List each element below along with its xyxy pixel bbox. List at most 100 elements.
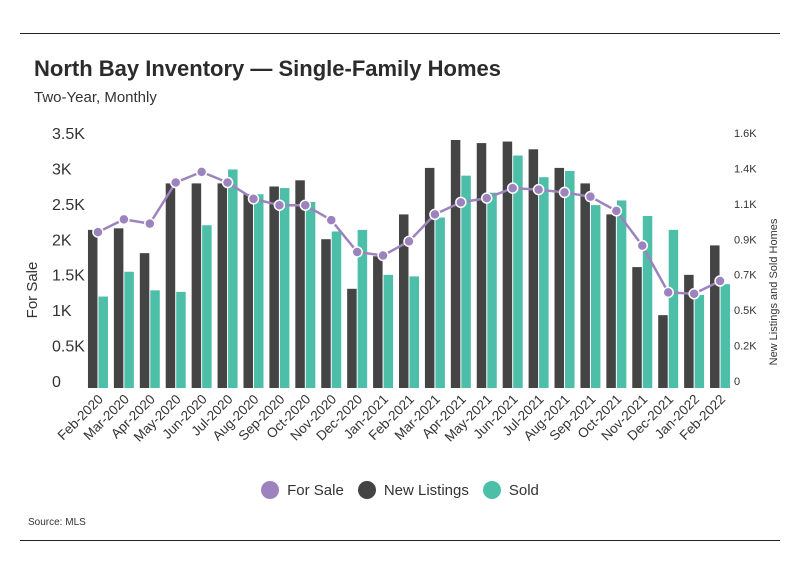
for-sale-point	[662, 286, 674, 299]
new-listings-bar	[243, 194, 253, 388]
new-listings-bar	[139, 253, 150, 388]
right-tick-label: 1.6K	[734, 128, 757, 140]
legend-label-sold: Sold	[508, 481, 539, 499]
sold-bar	[279, 188, 290, 388]
for-sale-point	[144, 217, 156, 230]
new-listings-bar	[502, 141, 513, 388]
for-sale-point	[584, 190, 597, 203]
new-listings-bar	[269, 186, 279, 388]
for-sale-point	[169, 176, 182, 189]
new-listings-bar	[528, 149, 539, 388]
for-sale-point	[455, 196, 467, 209]
sold-bar	[642, 215, 653, 388]
for-sale-point	[325, 214, 337, 226]
sold-bar	[720, 284, 731, 388]
new-listings-bar	[399, 214, 409, 388]
for-sale-point	[506, 182, 519, 194]
right-tick-label: 1.1K	[734, 199, 757, 211]
legend-item-sold[interactable]: Sold	[482, 481, 539, 499]
legend-label-for-sale: For Sale	[287, 481, 344, 499]
for-sale-point	[558, 186, 571, 199]
right-tick-label: 0.9K	[734, 234, 757, 246]
for-sale-point	[532, 183, 545, 196]
for-sale-point	[610, 205, 623, 217]
sold-swatch	[482, 481, 501, 499]
for-sale-line	[97, 170, 721, 296]
bottom-rule	[20, 540, 780, 541]
new-listings-bar	[606, 214, 616, 388]
right-tick-label: 0.5K	[734, 305, 757, 317]
sold-bar	[98, 296, 108, 388]
right-tick-label: 0	[734, 376, 740, 388]
sold-bar	[435, 217, 445, 388]
sold-bar	[253, 194, 264, 388]
for-sale-point	[688, 288, 700, 300]
new-listings-bar	[295, 180, 305, 388]
sold-bar	[150, 290, 160, 388]
sold-bar	[176, 291, 186, 388]
chart-title: North Bay Inventory — Single-Family Home…	[34, 56, 501, 81]
new-listings-swatch	[357, 481, 376, 499]
left-tick-label: 1K	[52, 303, 72, 320]
legend-item-for-sale[interactable]: For Sale	[261, 481, 344, 499]
for-sale-point	[481, 192, 493, 204]
for-sale-point	[273, 199, 286, 211]
new-listings-bar	[87, 229, 98, 388]
new-listings-bar	[424, 167, 435, 388]
for-sale-point	[92, 226, 104, 238]
left-tick-label: 1.5K	[52, 268, 85, 285]
left-tick-label: 2.5K	[52, 197, 85, 214]
sold-bar	[357, 229, 368, 388]
sold-bar	[228, 169, 238, 388]
new-listings-bar	[632, 267, 642, 388]
sold-bar	[202, 225, 212, 388]
new-listings-bar	[347, 288, 357, 388]
right-tick-label: 1.4K	[734, 163, 757, 175]
for-sale-point	[714, 275, 726, 287]
new-listings-bar	[710, 245, 720, 388]
left-tick-label: 2K	[52, 232, 72, 249]
for-sale-point	[429, 208, 441, 221]
for-sale-point	[299, 199, 312, 211]
legend-item-new-listings[interactable]: New Listings	[357, 481, 469, 499]
top-rule	[20, 33, 780, 34]
new-listings-bar	[476, 143, 487, 388]
new-listings-bar	[580, 183, 590, 388]
right-axis-title: New Listings and Sold Homes	[768, 218, 780, 365]
chart-subtitle: Two-Year, Monthly	[34, 89, 157, 106]
sold-bar	[513, 155, 523, 388]
sold-bar	[694, 295, 705, 388]
for-sale-point	[221, 176, 234, 189]
new-listings-bar	[684, 274, 694, 388]
sold-bar	[487, 192, 497, 388]
for-sale-point	[247, 193, 260, 205]
sold-bar	[539, 177, 549, 388]
new-listings-bar	[217, 183, 228, 388]
new-listings-bar	[165, 183, 176, 388]
sold-bar	[461, 175, 471, 388]
new-listings-bar	[373, 256, 383, 388]
for-sale-point	[351, 246, 363, 258]
new-listings-bar	[450, 140, 461, 388]
new-listings-bar	[113, 228, 124, 388]
sold-bar	[590, 205, 601, 388]
new-listings-bar	[321, 239, 331, 388]
left-tick-label: 3.5K	[52, 126, 85, 143]
legend: For Sale New Listings Sold	[0, 481, 800, 499]
sold-bar	[409, 276, 419, 388]
for-sale-point	[636, 239, 649, 252]
source-note: Source: MLS	[28, 517, 86, 528]
legend-label-new-listings: New Listings	[383, 481, 469, 499]
sold-bar	[616, 200, 627, 388]
left-tick-label: 3K	[52, 161, 72, 178]
right-tick-label: 0.7K	[734, 270, 757, 282]
for-sale-point	[118, 213, 130, 226]
sold-bar	[305, 202, 316, 388]
for-sale-point	[195, 166, 208, 178]
for-sale-swatch	[261, 481, 280, 499]
new-listings-bar	[658, 315, 668, 388]
sold-bar	[124, 271, 134, 388]
sold-bar	[331, 231, 342, 388]
left-axis-title: For Sale	[24, 262, 41, 319]
